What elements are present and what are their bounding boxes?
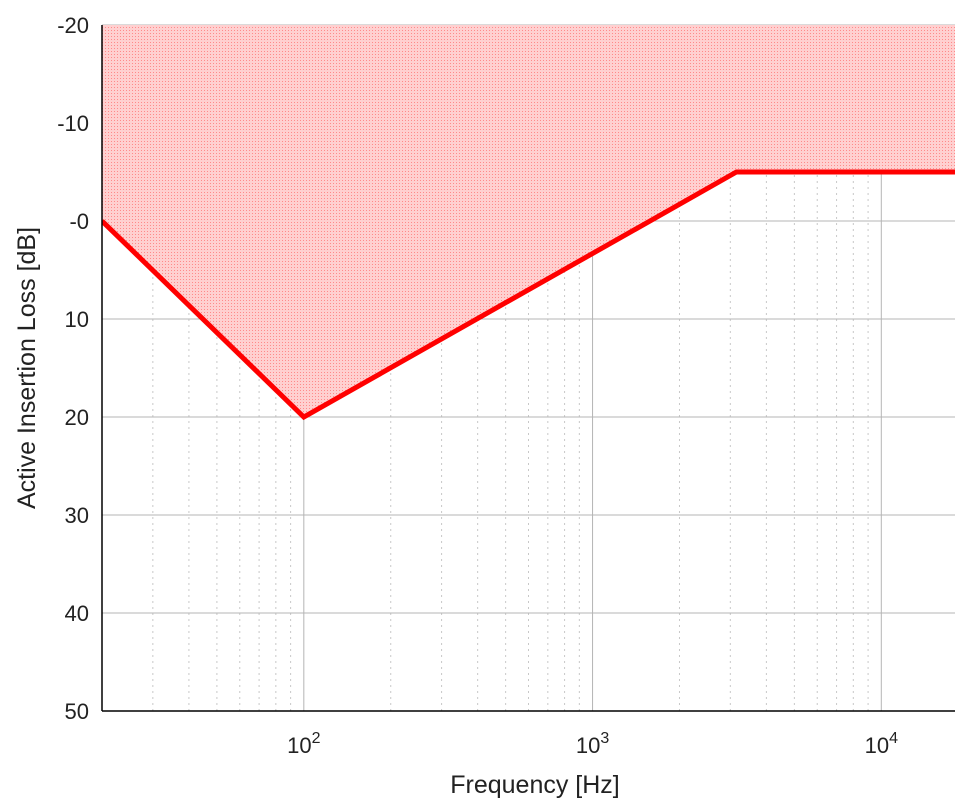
shaded-region bbox=[102, 25, 955, 417]
series-lines bbox=[102, 169, 955, 421]
y-tick-label: -20 bbox=[57, 13, 89, 38]
x-tick-label: 102 bbox=[287, 730, 320, 758]
y-tick-label: -10 bbox=[57, 111, 89, 136]
shaded-area bbox=[102, 25, 955, 417]
series-line bbox=[102, 169, 955, 421]
y-tick-label: 50 bbox=[65, 699, 89, 724]
x-tick-label: 103 bbox=[576, 730, 609, 758]
y-tick-label: 10 bbox=[65, 307, 89, 332]
y-tick-label: 30 bbox=[65, 503, 89, 528]
y-axis-label: Active Insertion Loss [dB] bbox=[13, 227, 41, 509]
y-tick-label: 40 bbox=[65, 601, 89, 626]
y-tick-label: 20 bbox=[65, 405, 89, 430]
x-tick-labels: 102 103 104 bbox=[287, 730, 898, 758]
y-tick-labels: -20 -10 -0 10 20 30 40 50 bbox=[57, 13, 89, 724]
x-axis-label: Frequency [Hz] bbox=[450, 771, 620, 799]
x-tick-label: 104 bbox=[865, 730, 898, 758]
y-tick-label: -0 bbox=[69, 209, 89, 234]
